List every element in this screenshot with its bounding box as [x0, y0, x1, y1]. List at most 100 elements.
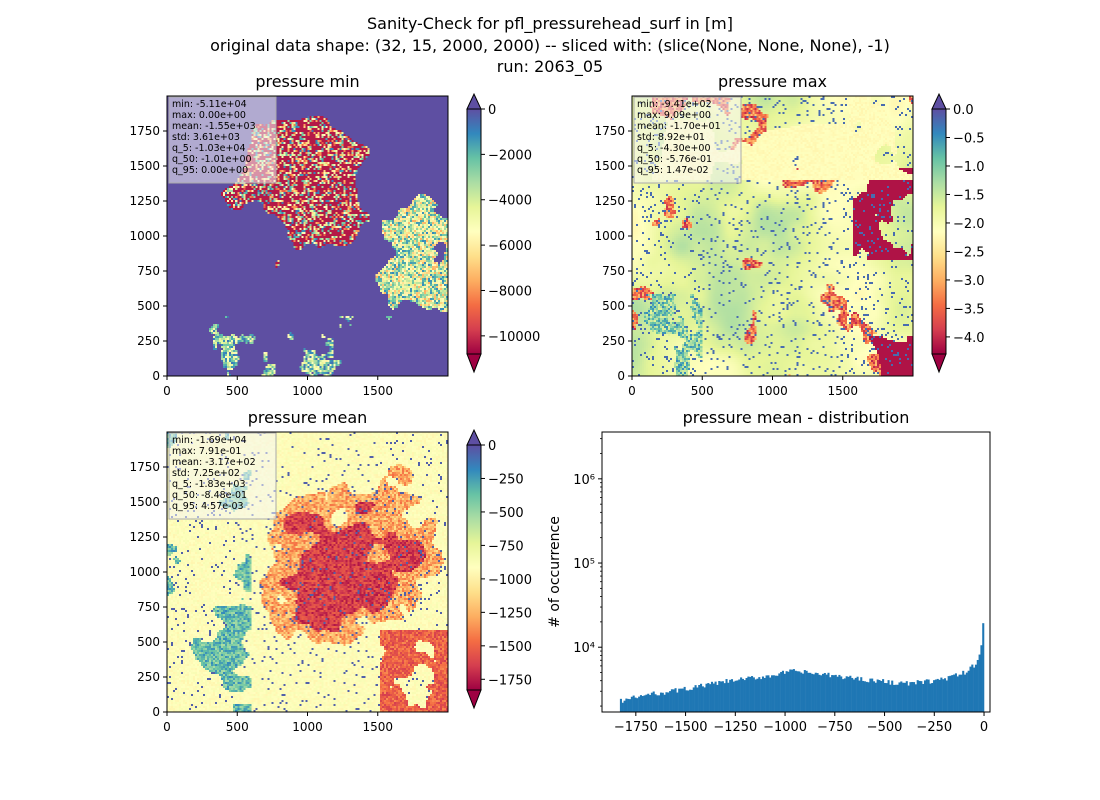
histogram-bar — [903, 682, 906, 712]
x-tick-label: −750 — [817, 720, 853, 735]
stats-line: q_95: 1.47e-02 — [637, 165, 709, 176]
y-tick-label: 1000 — [129, 229, 160, 243]
histogram-bar — [758, 677, 761, 712]
y-tick-label: 1750 — [129, 460, 160, 474]
x-tick-label: 1500 — [827, 384, 858, 398]
x-tick-label: 500 — [226, 720, 249, 734]
histogram-bar — [818, 674, 821, 712]
histogram-bar — [669, 691, 672, 712]
histogram-bar — [645, 694, 648, 712]
histogram-bar — [820, 675, 823, 712]
y-tick-label: 750 — [137, 264, 160, 278]
histogram-bar — [681, 688, 684, 712]
y-tick-label: 500 — [602, 299, 625, 313]
histogram-bar — [683, 686, 686, 712]
colorbar-tick-label: −4000 — [488, 194, 532, 209]
y-tick-label: 0 — [152, 705, 160, 719]
histogram-bar — [756, 678, 759, 712]
y-tick-label: 0 — [152, 369, 160, 383]
y-tick-label: 1000 — [594, 229, 625, 243]
histogram-bar — [796, 671, 799, 712]
histogram-bar — [847, 676, 850, 712]
histogram-bar — [831, 675, 834, 712]
histogram-bar — [670, 689, 673, 712]
histogram-bar — [787, 671, 790, 712]
histogram-bar — [905, 681, 908, 712]
stats-box — [633, 96, 742, 184]
y-tick-label: 500 — [137, 635, 160, 649]
histogram-bar — [709, 684, 712, 712]
histogram-bar — [738, 679, 741, 712]
x-tick-label: 1500 — [362, 384, 393, 398]
histogram-bar — [740, 677, 743, 712]
stats-line: max: 0.00e+00 — [172, 110, 246, 121]
histogram-bar — [889, 684, 892, 712]
histogram-bar — [843, 678, 846, 712]
stats-line: max: 9.09e+00 — [637, 110, 711, 121]
figure-title-line1: Sanity-Check for pfl_pressurehead_surf i… — [367, 14, 733, 34]
histogram-bar — [863, 681, 866, 712]
histogram-bar — [967, 670, 970, 712]
colorbar-tick-label: 0 — [488, 439, 496, 454]
histogram-bar — [625, 698, 628, 712]
histogram-bar — [851, 677, 854, 712]
x-tick-label: −1500 — [664, 720, 708, 735]
colorbar-tick-label: −1500 — [488, 640, 532, 655]
histogram-bar — [656, 695, 659, 712]
y-tick-label: 500 — [137, 299, 160, 313]
histogram-bar — [947, 676, 950, 712]
x-tick-label: 0 — [980, 720, 988, 735]
histogram-bar — [794, 670, 797, 712]
figure-title-line2: original data shape: (32, 15, 2000, 2000… — [210, 36, 890, 55]
heatmap-panel-pressure-min: pressure min 0 500 1000 1500 0 250 500 750 1000 12… — [129, 72, 540, 398]
x-tick-label: 0 — [163, 384, 171, 398]
histogram-bar — [916, 680, 919, 712]
histogram-bar — [869, 678, 872, 712]
histogram-bar — [745, 677, 748, 712]
colorbar-tick-label: −2000 — [488, 148, 532, 163]
stats-box — [168, 96, 277, 184]
histogram-bar — [641, 695, 644, 712]
colorbar — [931, 108, 947, 355]
histogram-bar — [674, 688, 677, 712]
histogram-bar — [701, 686, 704, 712]
histogram-bar — [712, 683, 715, 712]
histogram-bar — [661, 692, 664, 712]
histogram-bar — [907, 685, 910, 712]
colorbar-tick-label: 0.0 — [953, 103, 974, 118]
histogram-bar — [969, 666, 972, 712]
histogram-bar — [962, 670, 965, 712]
histogram-bar — [829, 677, 832, 712]
histogram-bar — [927, 679, 930, 712]
histogram-bar — [705, 683, 708, 712]
y-tick-label: 250 — [137, 670, 160, 684]
histogram-bar — [805, 670, 808, 712]
histogram-bar — [872, 681, 876, 712]
histogram-bar — [825, 674, 828, 712]
histogram-bar — [898, 682, 901, 712]
histogram-bar — [689, 689, 692, 712]
colorbar-tick-label: −3.0 — [953, 274, 985, 289]
colorbar-tick-label: −8000 — [488, 284, 532, 299]
histogram-bar — [832, 675, 835, 712]
y-tick-label: 250 — [602, 334, 625, 348]
x-tick-label: 1000 — [292, 384, 323, 398]
histogram-bar — [627, 698, 630, 712]
histogram-bar — [698, 685, 701, 712]
y-tick-label: 1750 — [594, 124, 625, 138]
stats-line: q_95: 0.00e+00 — [172, 165, 248, 176]
histogram-bar — [812, 674, 815, 712]
stats-line: min: -9.41e+02 — [637, 99, 712, 110]
x-tick-label: −500 — [867, 720, 903, 735]
histogram-bar — [714, 681, 717, 712]
figure-title: Sanity-Check for pfl_pressurehead_surf i… — [210, 14, 890, 77]
stats-line: q_95: 4.57e-03 — [172, 501, 244, 512]
histogram-bar — [639, 695, 643, 712]
histogram-bar — [971, 664, 974, 712]
x-tick-label: 1000 — [292, 720, 323, 734]
histogram-bar — [634, 697, 637, 712]
x-tick-label: −1000 — [763, 720, 807, 735]
histogram-bar — [659, 692, 663, 712]
histogram-bar — [942, 679, 945, 712]
